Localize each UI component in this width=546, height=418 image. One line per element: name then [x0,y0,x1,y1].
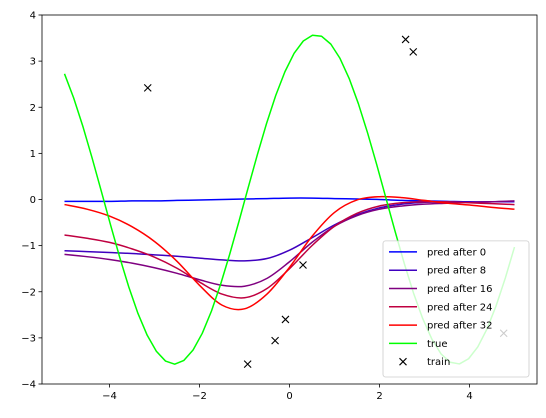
legend-label-pred-after-16: pred after 16 [427,284,492,295]
y-tick-label: 4 [30,11,36,22]
y-tick-label: −1 [21,241,36,252]
legend-label-pred-after-32: pred after 32 [427,321,492,332]
y-tick-label: 3 [30,57,36,68]
train-point-marker [281,315,290,324]
y-tick-label: −2 [21,287,36,298]
y-tick-label: −3 [21,333,36,344]
legend-box [382,240,530,378]
train-point-marker [299,261,307,269]
y-tick-label: 1 [30,149,36,160]
legend-label-true: true [427,339,448,350]
legend-swatch-train [399,357,407,366]
legend-label-pred-after-0: pred after 0 [427,247,486,258]
train-point-marker [271,336,279,345]
legend-label-train: train [427,357,450,368]
train-point-marker [143,83,152,92]
x-tick-label: −4 [102,391,117,402]
legend: pred after 0 pred after 8 pred after 16 pre… [382,240,530,378]
train-point-marker [243,360,252,369]
y-tick-label: 2 [30,103,36,114]
y-axis-ticks: −4 −3 −2 −1 0 1 2 3 4 [21,11,42,391]
x-axis-ticks: −4 −2 0 2 4 [102,384,473,402]
series-line-pred-after-32 [64,195,515,311]
train-point-marker [409,48,418,56]
x-tick-label: −2 [192,391,207,402]
x-tick-label: 4 [466,391,472,402]
x-tick-label: 0 [286,391,292,402]
x-tick-label: 2 [376,391,382,402]
y-tick-label: −4 [21,380,36,391]
train-point-marker [401,35,410,44]
y-tick-label: 0 [30,195,36,206]
legend-label-pred-after-24: pred after 24 [427,302,492,313]
legend-label-pred-after-8: pred after 8 [427,266,486,277]
series-line-pred-after-16 [64,200,515,288]
